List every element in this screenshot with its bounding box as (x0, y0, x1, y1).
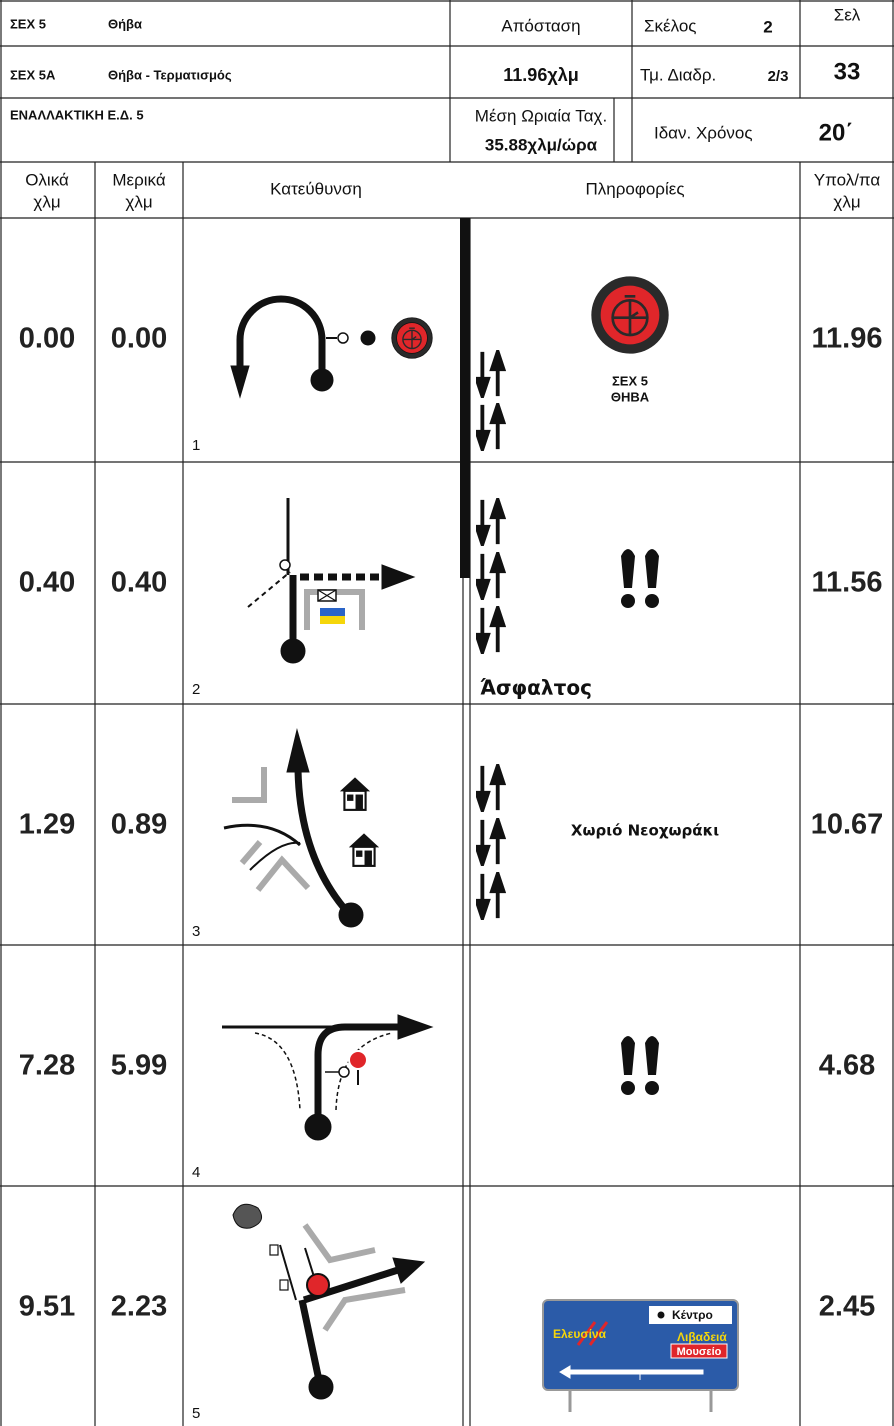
ideal-time-label: Ιδαν. Χρόνος (654, 123, 753, 142)
ideal-time: 20΄ (819, 119, 854, 146)
section-name: Θήβα - Τερματισμός (108, 67, 232, 82)
remaining-km: 11.56 (812, 567, 883, 599)
step-index: 3 (192, 923, 200, 940)
stage-code: ΣΕΧ 5 (10, 16, 46, 31)
sign-text: Μουσείο (677, 1346, 722, 1358)
direction-icons (222, 295, 434, 1400)
segment: 2/3 (768, 68, 789, 85)
info-icons (476, 275, 739, 1412)
sign-text: Ελευσίνα (553, 1327, 607, 1341)
column-headers: Ολικά χλμ Μερικά χλμ Κατεύθυνση Πληροφορίες Υπ… (25, 170, 880, 211)
partial-km: 0.89 (111, 809, 167, 841)
step-index: 1 (192, 437, 200, 454)
route-bar (460, 218, 470, 578)
total-km: 1.29 (19, 809, 75, 841)
leg-label: Σκέλος (644, 16, 696, 35)
remaining-km: 4.68 (819, 1050, 875, 1082)
rows: 0.00 0.00 11.96 1 0.40 0.40 11.56 2 1.29 0.89 10.6… (19, 323, 884, 1422)
column-header: Κατεύθυνση (270, 179, 362, 198)
sign-text: Κέντρο (672, 1308, 713, 1322)
total-km: 0.00 (19, 323, 75, 355)
distance: 11.96χλμ (503, 65, 578, 85)
info-text: ΘΗΒΑ (611, 389, 650, 404)
segment-label: Τμ. Διαδρ. (640, 65, 716, 84)
remaining-km: 11.96 (812, 323, 883, 355)
total-km: 9.51 (19, 1291, 75, 1323)
column-header: χλμ (125, 192, 152, 211)
column-header: Ολικά (25, 170, 69, 189)
page-label: Σελ (834, 5, 861, 24)
stage-name: Θήβα (108, 16, 142, 31)
partial-km: 2.23 (111, 1291, 167, 1323)
column-header: Μερικά (112, 170, 165, 189)
step-index: 5 (192, 1405, 200, 1422)
step-index: 2 (192, 681, 200, 698)
alternative: ΕΝΑΛΛΑΚΤΙΚΗ Ε.Δ. 5 (10, 107, 144, 122)
partial-km: 5.99 (111, 1050, 167, 1082)
total-km: 0.40 (19, 567, 75, 599)
column-header: Υπολ/πα (814, 170, 881, 189)
info-text: Χωριό Νεοχωράκι (571, 822, 719, 840)
avg-speed: 35.88χλμ/ώρα (485, 135, 598, 154)
sign-text: Λιβαδειά (677, 1330, 727, 1344)
column-header: χλμ (33, 192, 60, 211)
remaining-km: 10.67 (811, 809, 884, 841)
column-header: χλμ (833, 192, 860, 211)
leg: 2 (763, 17, 772, 36)
info-text: ΣΕΧ 5 (612, 373, 648, 388)
partial-km: 0.00 (111, 323, 167, 355)
remaining-km: 2.45 (819, 1291, 875, 1323)
page-number: 33 (834, 58, 861, 85)
partial-km: 0.40 (111, 567, 167, 599)
step-index: 4 (192, 1164, 200, 1181)
total-km: 7.28 (19, 1050, 75, 1082)
column-header: Πληροφορίες (585, 179, 684, 198)
distance-label: Απόσταση (501, 16, 580, 35)
section-code: ΣΕΧ 5Α (10, 67, 56, 82)
avg-speed-label: Μέση Ωριαία Ταχ. (475, 106, 607, 125)
info-text: Άσφαλτος (480, 676, 592, 700)
